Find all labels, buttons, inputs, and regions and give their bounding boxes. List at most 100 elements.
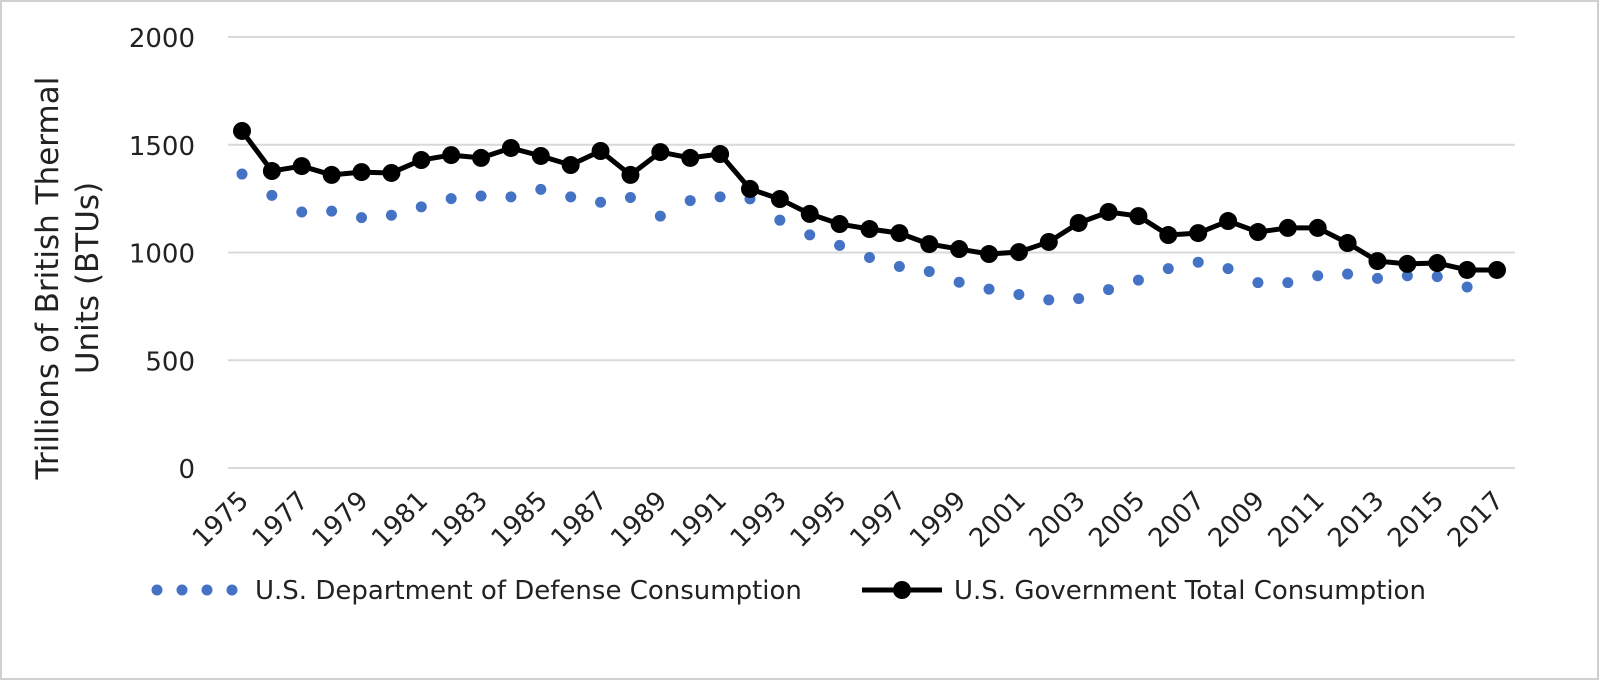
data-marker — [472, 148, 491, 167]
x-tick-label: 2011 — [1263, 486, 1331, 554]
x-tick-label: 2005 — [1083, 486, 1151, 554]
data-marker — [501, 138, 520, 157]
x-tick-label: 2017 — [1442, 486, 1510, 554]
data-marker — [1159, 226, 1178, 245]
data-dot — [505, 191, 517, 203]
data-marker — [950, 240, 969, 259]
data-dot — [654, 210, 666, 222]
data-dot — [1312, 270, 1324, 282]
data-marker — [1278, 218, 1297, 237]
data-dot — [1461, 281, 1473, 293]
data-dot — [296, 206, 308, 218]
data-dot — [834, 239, 846, 251]
x-tick-label: 2007 — [1143, 486, 1211, 554]
data-marker — [1248, 223, 1267, 242]
data-marker — [382, 163, 401, 182]
data-marker — [800, 204, 819, 223]
data-dot — [624, 192, 636, 204]
data-marker — [681, 148, 700, 167]
data-marker — [1458, 260, 1477, 279]
data-dot — [804, 229, 816, 241]
data-marker — [322, 165, 341, 184]
data-dot — [1043, 294, 1055, 306]
x-tick-label: 1989 — [605, 486, 673, 554]
y-tick-label: 500 — [145, 347, 195, 377]
data-marker — [830, 215, 849, 234]
x-tick-label: 2013 — [1322, 486, 1390, 554]
data-marker — [1398, 254, 1417, 273]
data-marker — [233, 121, 251, 140]
data-dot — [236, 168, 248, 180]
data-dot — [893, 261, 905, 273]
data-dot — [983, 283, 995, 295]
y-tick-label: 2000 — [129, 24, 195, 54]
data-marker — [292, 157, 311, 176]
x-tick-label: 1993 — [725, 486, 793, 554]
data-marker — [1338, 234, 1357, 253]
data-dot — [1132, 274, 1144, 286]
data-dot — [684, 195, 696, 207]
data-dot — [1342, 268, 1354, 280]
data-dot — [953, 276, 965, 288]
x-tick-label: 1977 — [247, 486, 315, 554]
data-dot — [415, 201, 427, 213]
legend-swatch — [201, 584, 213, 596]
data-dot — [356, 212, 368, 224]
data-marker — [1009, 243, 1028, 262]
data-dot — [923, 265, 935, 277]
legend-swatch — [893, 581, 911, 599]
data-dot — [266, 189, 278, 201]
data-marker — [1219, 212, 1238, 231]
legend-swatch — [151, 584, 163, 596]
data-marker — [531, 146, 550, 165]
data-dot — [1192, 256, 1204, 268]
legend-label: U.S. Government Total Consumption — [954, 576, 1426, 606]
data-dot — [714, 191, 726, 203]
data-marker — [621, 165, 640, 184]
series-line — [239, 129, 1497, 273]
y-tick-label: 1000 — [129, 240, 195, 270]
x-tick-label: 1999 — [904, 486, 972, 554]
x-tick-label: 1987 — [546, 486, 614, 554]
x-tick-label: 1981 — [366, 486, 434, 554]
legend-swatch — [226, 584, 238, 596]
data-marker — [890, 224, 909, 243]
data-marker — [1428, 254, 1447, 273]
data-dot — [385, 209, 397, 221]
data-marker — [591, 141, 610, 160]
data-marker — [1488, 260, 1506, 279]
data-dot — [1222, 263, 1234, 275]
y-axis-label: Trillions of British Thermal Units (BTUs… — [30, 76, 106, 480]
data-marker — [920, 235, 939, 254]
x-tick-label: 1979 — [306, 486, 374, 554]
data-marker — [262, 162, 281, 181]
y-tick-label: 0 — [178, 455, 195, 485]
x-tick-label: 2009 — [1203, 486, 1271, 554]
x-tick-label: 2003 — [1024, 486, 1092, 554]
data-dot — [326, 205, 338, 217]
data-marker — [740, 179, 759, 198]
data-dot — [1103, 284, 1115, 296]
data-dot — [535, 183, 547, 195]
data-marker — [1069, 213, 1088, 232]
x-tick-label: 1997 — [844, 486, 912, 554]
data-marker — [1129, 207, 1148, 226]
data-dot — [1073, 293, 1085, 305]
data-dot — [864, 251, 875, 263]
x-tick-label: 1991 — [665, 486, 733, 554]
legend-swatch — [176, 584, 188, 596]
data-dot — [475, 190, 487, 202]
data-marker — [860, 220, 879, 239]
x-tick-label: 1985 — [486, 486, 554, 554]
data-dot — [1431, 271, 1443, 283]
data-marker — [980, 245, 999, 264]
y-tick-label: 1500 — [129, 132, 195, 162]
data-marker — [352, 163, 371, 182]
data-dot — [445, 193, 457, 205]
data-marker — [1039, 232, 1058, 251]
data-dot — [1282, 277, 1294, 289]
data-dot — [1013, 289, 1025, 301]
